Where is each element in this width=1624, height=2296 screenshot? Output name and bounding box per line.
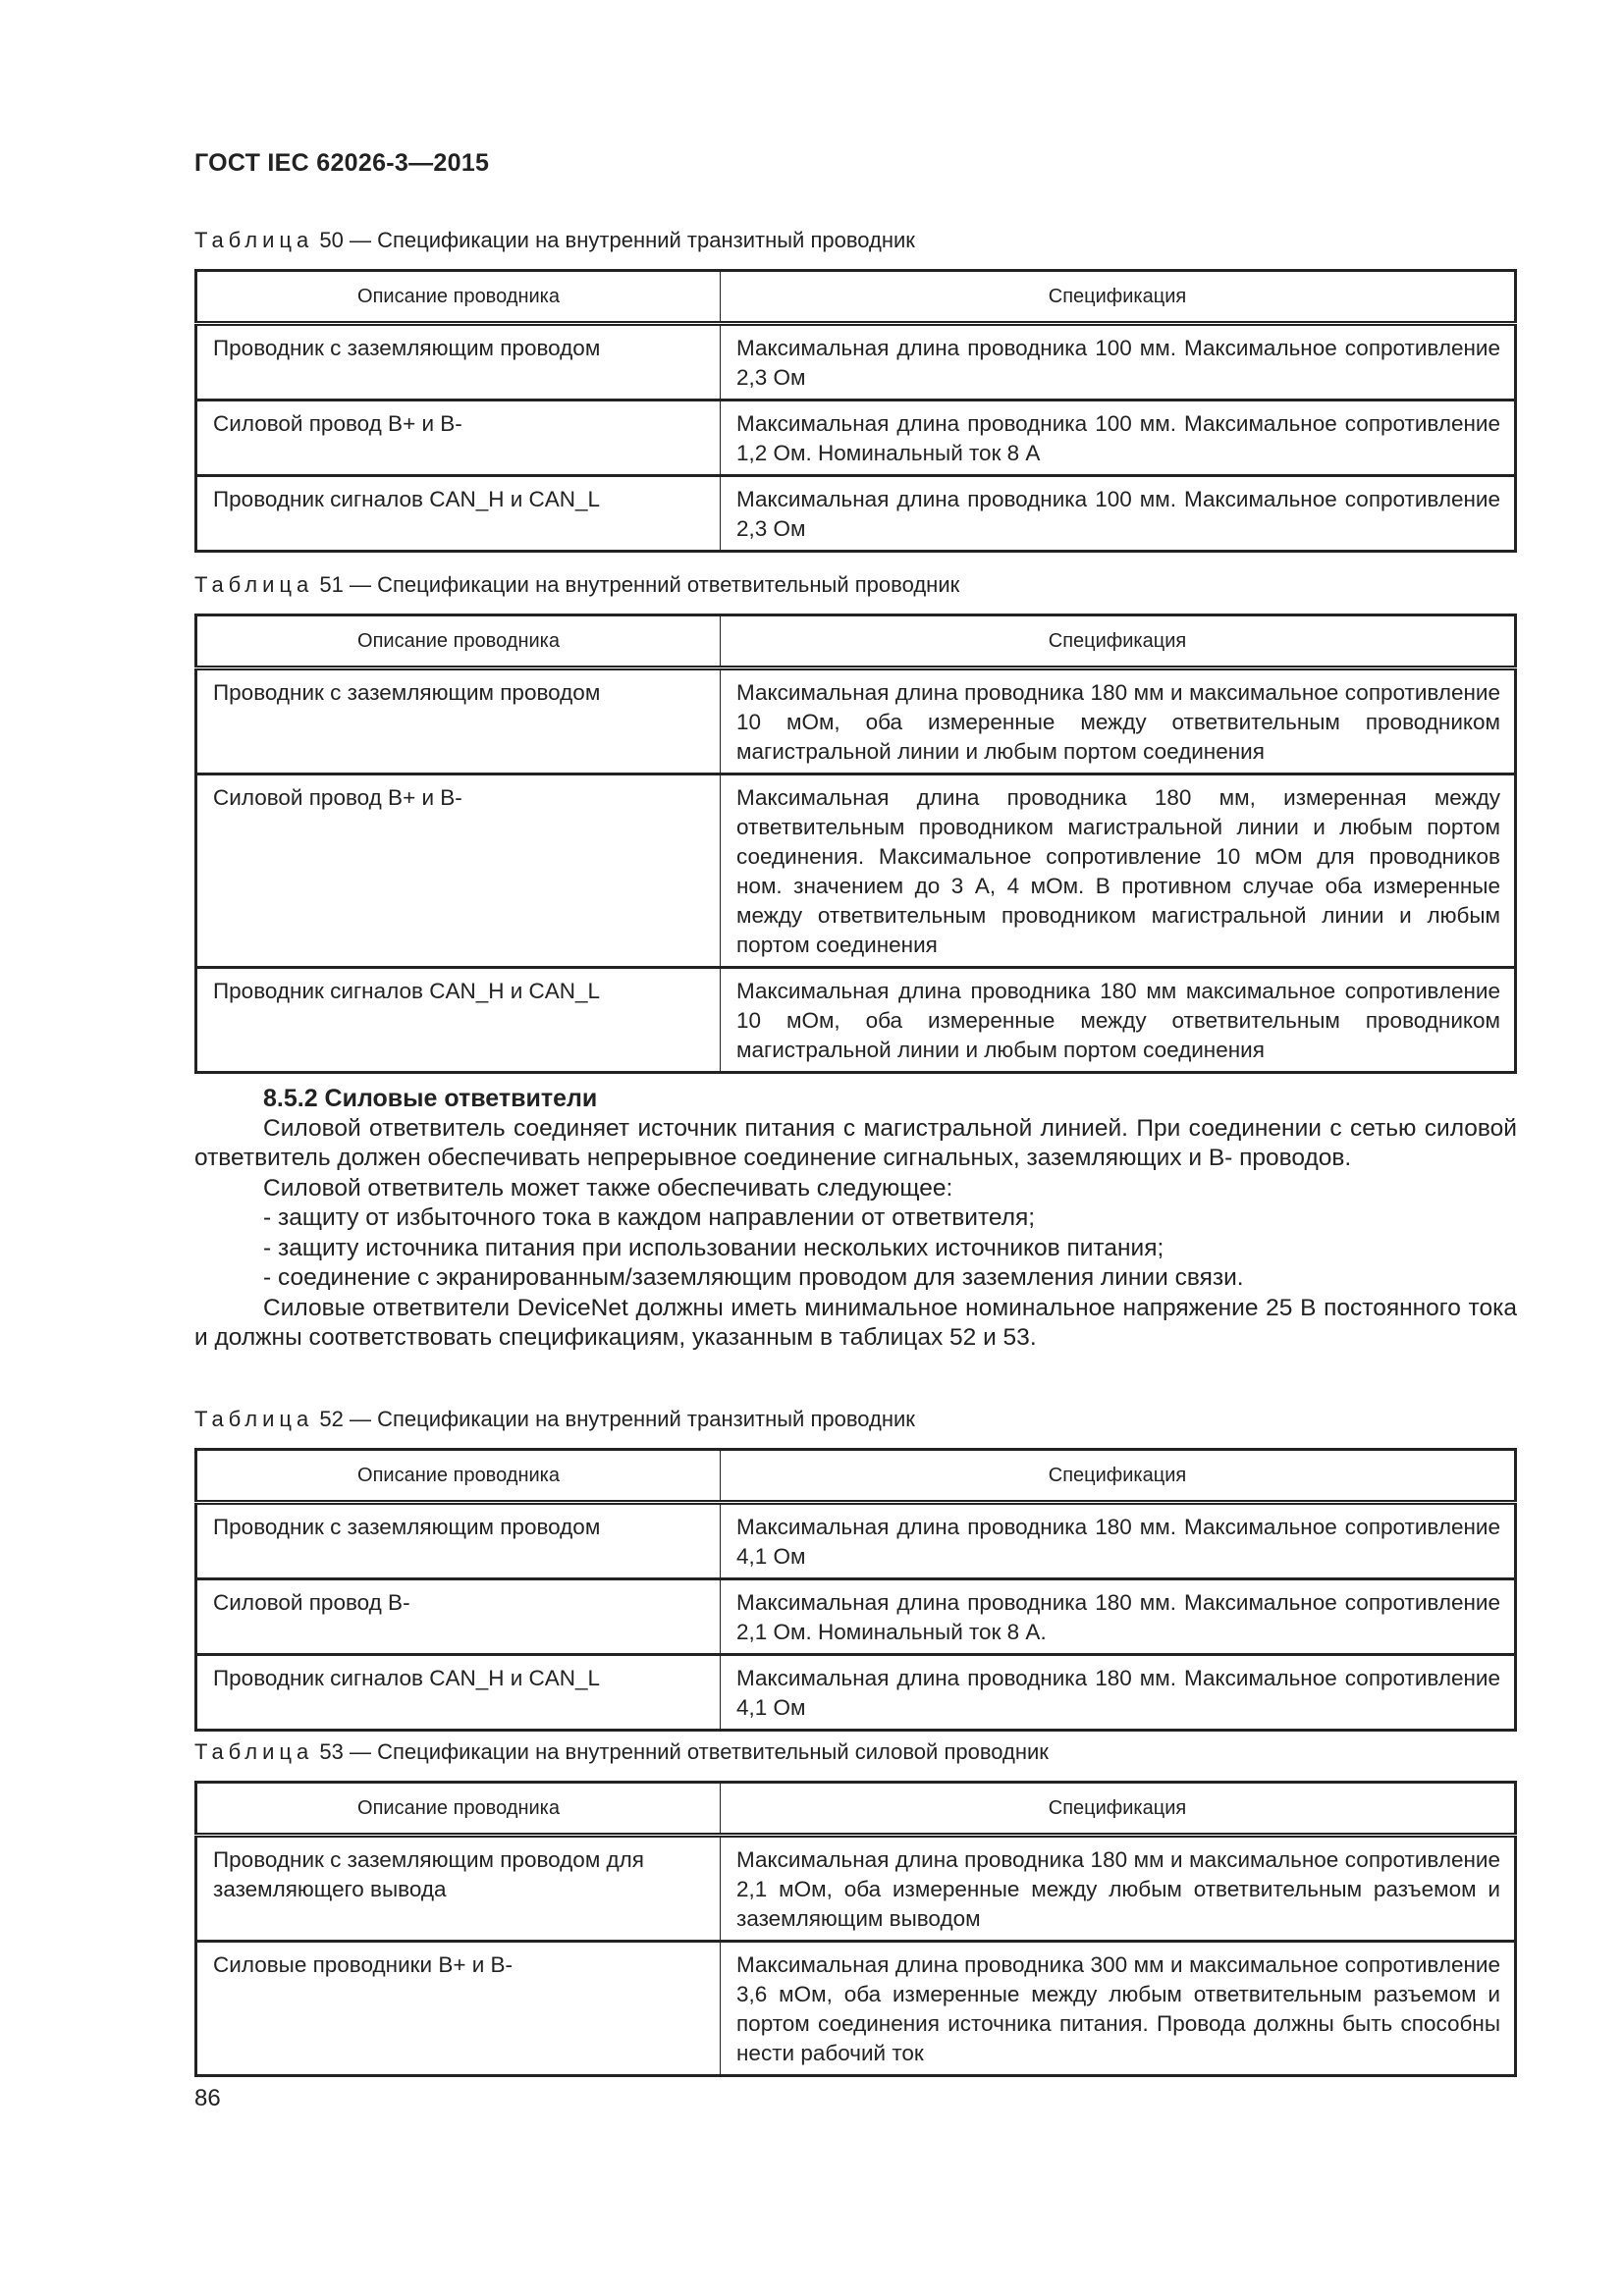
column-header: Спецификация bbox=[720, 614, 1516, 670]
table-52-caption: Таблица 52 — Спецификации на внутренний … bbox=[194, 1407, 915, 1431]
column-header: Спецификация bbox=[720, 270, 1516, 326]
paragraph: Силовые ответвители DeviceNet должны име… bbox=[194, 1294, 1517, 1352]
table-row: Силовой провод B+ и B- Максимальная длина… bbox=[195, 773, 1516, 968]
column-header: Описание проводника bbox=[195, 1449, 721, 1505]
table-51: Описание проводника Спецификация Проводни… bbox=[194, 614, 1517, 1074]
table-52: Описание проводника Спецификация Проводни… bbox=[194, 1448, 1517, 1732]
table-row: Проводник сигналов CAN_H и CAN_L Максимал… bbox=[195, 966, 1516, 1073]
column-header: Спецификация bbox=[720, 1782, 1516, 1838]
column-header: Описание проводника bbox=[195, 1782, 721, 1838]
table-53-caption: Таблица 53 — Спецификации на внутренний … bbox=[194, 1739, 1049, 1764]
table-row: Проводник с заземляющим проводом Максимал… bbox=[195, 1501, 1516, 1579]
table-50-caption: Таблица 50 — Спецификации на внутренний … bbox=[194, 228, 915, 252]
list-item: - защиту источника питания при использов… bbox=[263, 1234, 1164, 1261]
list-item: - соединение с экранированным/заземляющи… bbox=[263, 1264, 1244, 1291]
paragraph: Силовой ответвитель соединяет источник п… bbox=[194, 1114, 1517, 1172]
table-51-caption: Таблица 51 — Спецификации на внутренний … bbox=[194, 572, 960, 597]
table-row: Проводник сигналов CAN_H и CAN_L Максимал… bbox=[195, 474, 1516, 552]
column-header: Описание проводника bbox=[195, 614, 721, 670]
table-row: Проводник с заземляющим проводом Максимал… bbox=[195, 322, 1516, 400]
list-item: - защиту от избыточного тока в каждом на… bbox=[263, 1204, 1036, 1231]
column-header: Спецификация bbox=[720, 1449, 1516, 1505]
section-8-5-2: 8.5.2 Силовые ответвители Силовой ответв… bbox=[194, 1084, 1517, 1354]
table-row: Проводник сигналов CAN_H и CAN_L Максимал… bbox=[195, 1653, 1516, 1731]
document-id-header: ГОСТ IEC 62026-3—2015 bbox=[194, 149, 490, 177]
table-50: Описание проводника Спецификация Проводни… bbox=[194, 269, 1517, 553]
table-row: Проводник с заземляющим проводом Максимал… bbox=[195, 667, 1516, 774]
table-row: Силовые проводники B+ и B- Максимальная д… bbox=[195, 1940, 1516, 2076]
table-row: Силовой провод B+ и B- Максимальная длина… bbox=[195, 399, 1516, 476]
page-number: 86 bbox=[194, 2085, 221, 2111]
table-row: Силовой провод B- Максимальная длина пров… bbox=[195, 1577, 1516, 1655]
table-row: Проводник с заземляющим проводом для заз… bbox=[195, 1834, 1516, 1942]
column-header: Описание проводника bbox=[195, 270, 721, 326]
table-53: Описание проводника Спецификация Проводни… bbox=[194, 1781, 1517, 2077]
section-heading: 8.5.2 Силовые ответвители bbox=[263, 1085, 598, 1112]
paragraph: Силовой ответвитель может также обеспечи… bbox=[263, 1174, 953, 1201]
